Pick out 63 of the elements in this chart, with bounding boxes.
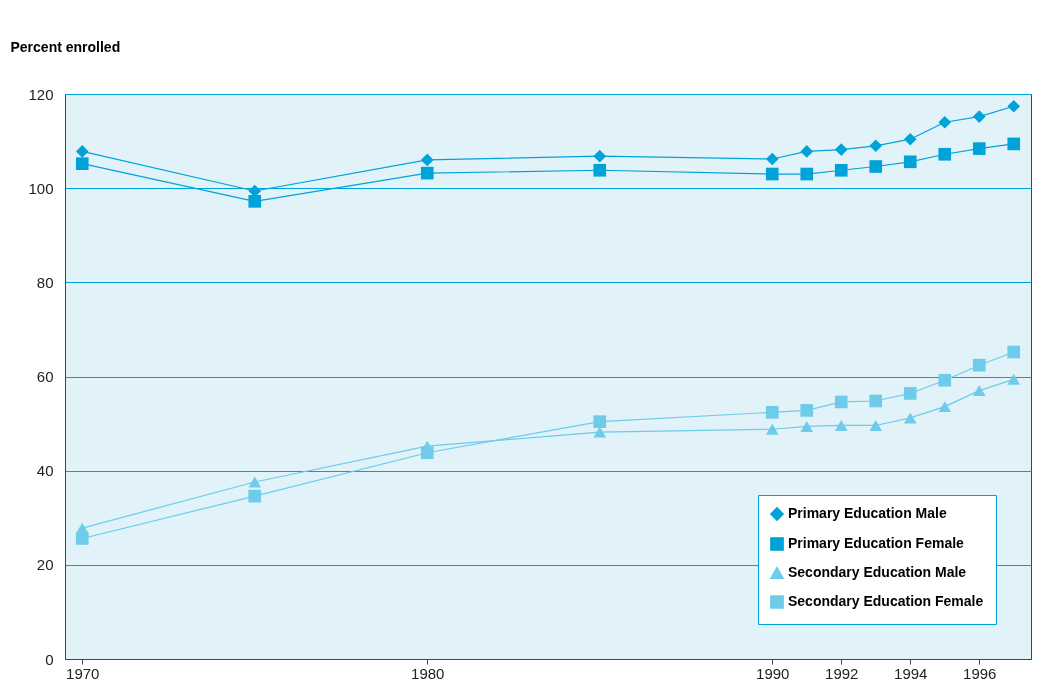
point [593,149,607,163]
point [75,145,89,158]
point [972,358,986,372]
y-tick-label: 80 [36,273,54,291]
x-tick-label: 1970 [66,664,100,682]
legend-label: Primary Education Male [788,505,947,521]
point [972,385,986,397]
x-tick-label: 1996 [963,664,997,682]
x-tick-label: 1990 [756,664,790,682]
point [800,404,814,417]
point [869,419,883,431]
point [834,395,848,409]
point [800,420,814,432]
point [938,115,952,129]
point [1007,373,1021,385]
y-tick-label: 20 [36,556,54,574]
point [248,476,262,488]
point [248,489,262,503]
point [75,157,89,171]
point [765,405,779,419]
legend-label: Primary Education Female [788,535,965,551]
point [903,155,917,169]
point [869,160,883,173]
point [765,167,779,181]
x-tick-label: 1980 [411,664,445,682]
point [869,139,883,153]
point [1007,99,1021,113]
point [593,426,607,438]
point [800,167,814,181]
point [869,394,883,408]
point [834,143,848,156]
point [75,532,89,545]
point [938,147,952,161]
legend-label: Secondary Education Female [788,593,984,609]
point [800,145,814,158]
y-tick-label: 60 [36,368,54,385]
legend-label: Secondary Education Male [788,564,967,580]
point [420,166,434,180]
point [938,373,952,387]
point [1007,137,1021,151]
point [903,132,917,146]
point [903,387,917,400]
point [593,163,607,177]
point [593,415,607,429]
point [420,446,434,460]
y-tick-label: 100 [28,179,54,197]
point [972,142,986,155]
point [834,163,848,177]
point [938,401,952,413]
point [420,153,434,167]
y-axis-title: Percent enrolled [10,38,121,55]
point [765,152,779,166]
point [765,423,779,435]
y-tick-label: 120 [28,85,54,103]
point [1007,345,1021,359]
x-tick-label: 1992 [825,664,859,682]
point [972,110,986,123]
point [248,195,262,208]
y-tick-label: 40 [36,462,54,480]
x-tick-label: 1994 [894,664,928,682]
y-tick-label: 0 [45,650,54,668]
point [903,412,917,424]
point [834,419,848,431]
